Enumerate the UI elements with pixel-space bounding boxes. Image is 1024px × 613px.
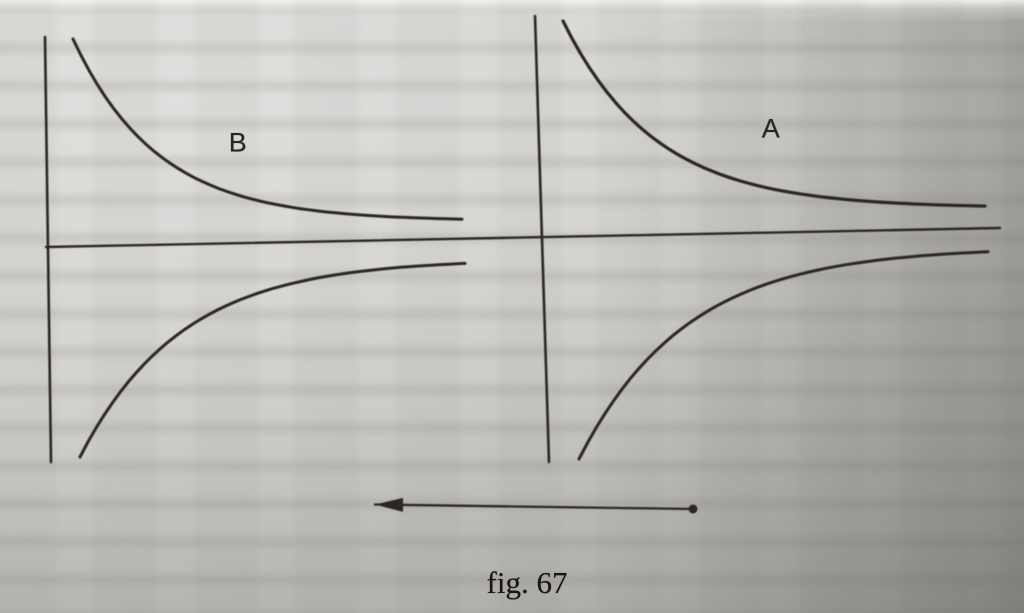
arrow-origin-dot — [688, 504, 698, 514]
arrow-shaft — [373, 503, 695, 511]
right-y-axis — [533, 14, 551, 464]
arrow-head-left-icon — [375, 497, 403, 512]
direction-arrow — [373, 497, 698, 514]
curve-b-upper-branch — [71, 37, 464, 221]
curve-a-upper-branch — [561, 19, 987, 208]
figure-ink-group — [43, 14, 1002, 514]
figure-caption: fig. 67 — [486, 565, 568, 600]
left-y-axis — [43, 35, 53, 464]
curve-a-lower-branch — [577, 250, 990, 461]
curve-label-a: A — [761, 113, 781, 144]
shared-x-axis — [44, 226, 1002, 249]
curve-b-lower-branch — [78, 261, 467, 459]
curve-label-b: B — [228, 127, 248, 158]
